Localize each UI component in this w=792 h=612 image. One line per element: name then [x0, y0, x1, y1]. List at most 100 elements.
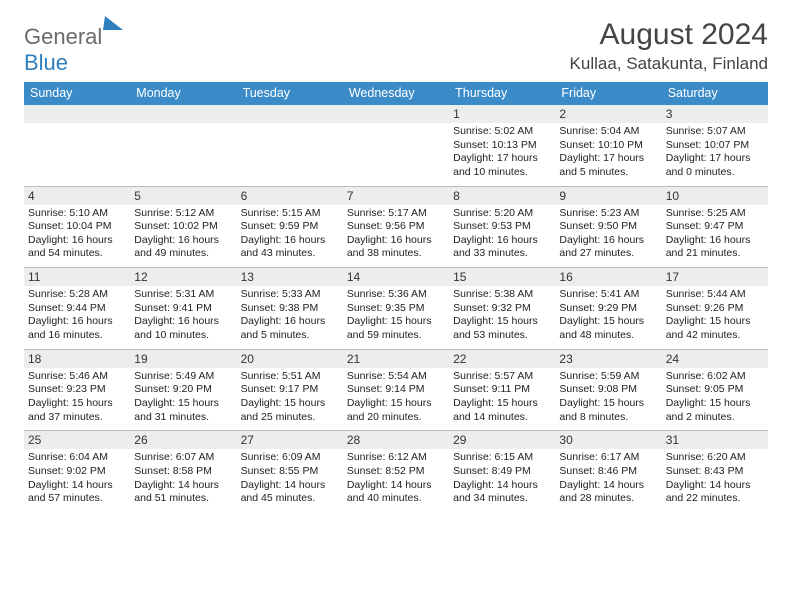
day-info: Sunrise: 5:28 AMSunset: 9:44 PMDaylight:…	[28, 288, 126, 343]
day-cell: 17 Sunrise: 5:44 AMSunset: 9:26 PMDayligh…	[662, 268, 768, 349]
daylight-text: Daylight: 15 hours and 48 minutes.	[559, 315, 657, 342]
daylight-text: Daylight: 15 hours and 2 minutes.	[666, 397, 764, 424]
day-number: 7	[343, 187, 449, 205]
day-info: Sunrise: 5:31 AMSunset: 9:41 PMDaylight:…	[134, 288, 232, 343]
sunrise-text: Sunrise: 5:51 AM	[241, 370, 339, 384]
day-info: Sunrise: 6:15 AMSunset: 8:49 PMDaylight:…	[453, 451, 551, 506]
day-info: Sunrise: 5:41 AMSunset: 9:29 PMDaylight:…	[559, 288, 657, 343]
weekday-sun: Sunday	[24, 82, 130, 105]
day-info: Sunrise: 5:23 AMSunset: 9:50 PMDaylight:…	[559, 207, 657, 262]
day-cell: 1Sunrise: 5:02 AMSunset: 10:13 PMDayligh…	[449, 105, 555, 186]
daylight-text: Daylight: 14 hours and 40 minutes.	[347, 479, 445, 506]
day-number: 26	[130, 431, 236, 449]
top-bar: General Blue August 2024 Kullaa, Satakun…	[24, 18, 768, 76]
day-cell: 4Sunrise: 5:10 AMSunset: 10:04 PMDayligh…	[24, 187, 130, 268]
sunset-text: Sunset: 9:20 PM	[134, 383, 232, 397]
day-number: 8	[449, 187, 555, 205]
sunset-text: Sunset: 9:47 PM	[666, 220, 764, 234]
sunrise-text: Sunrise: 5:31 AM	[134, 288, 232, 302]
day-number: 19	[130, 350, 236, 368]
sunrise-text: Sunrise: 6:20 AM	[666, 451, 764, 465]
sunset-text: Sunset: 10:02 PM	[134, 220, 232, 234]
weekday-mon: Monday	[130, 82, 236, 105]
day-info: Sunrise: 6:09 AMSunset: 8:55 PMDaylight:…	[241, 451, 339, 506]
sunset-text: Sunset: 9:35 PM	[347, 302, 445, 316]
day-info: Sunrise: 6:20 AMSunset: 8:43 PMDaylight:…	[666, 451, 764, 506]
daylight-text: Daylight: 15 hours and 31 minutes.	[134, 397, 232, 424]
sunset-text: Sunset: 10:13 PM	[453, 139, 551, 153]
daylight-text: Daylight: 14 hours and 28 minutes.	[559, 479, 657, 506]
sunset-text: Sunset: 9:17 PM	[241, 383, 339, 397]
day-info: Sunrise: 5:57 AMSunset: 9:11 PMDaylight:…	[453, 370, 551, 425]
sunrise-text: Sunrise: 6:12 AM	[347, 451, 445, 465]
day-number	[237, 105, 343, 123]
day-info: Sunrise: 6:17 AMSunset: 8:46 PMDaylight:…	[559, 451, 657, 506]
day-info: Sunrise: 5:15 AMSunset: 9:59 PMDaylight:…	[241, 207, 339, 262]
day-info: Sunrise: 5:02 AMSunset: 10:13 PMDaylight…	[453, 125, 551, 180]
sunrise-text: Sunrise: 5:10 AM	[28, 207, 126, 221]
day-cell: 14Sunrise: 5:36 AMSunset: 9:35 PMDayligh…	[343, 268, 449, 349]
daylight-text: Daylight: 15 hours and 59 minutes.	[347, 315, 445, 342]
title-block: August 2024 Kullaa, Satakunta, Finland	[570, 18, 768, 74]
sunset-text: Sunset: 9:08 PM	[559, 383, 657, 397]
day-number: 31	[662, 431, 768, 449]
day-cell: 20Sunrise: 5:51 AMSunset: 9:17 PMDayligh…	[237, 350, 343, 431]
day-number: 28	[343, 431, 449, 449]
day-number: 12	[130, 268, 236, 286]
sunset-text: Sunset: 9:41 PM	[134, 302, 232, 316]
daylight-text: Daylight: 16 hours and 43 minutes.	[241, 234, 339, 261]
day-number: 17	[662, 268, 768, 286]
month-title: August 2024	[570, 18, 768, 52]
weekday-wed: Wednesday	[343, 82, 449, 105]
day-cell	[343, 105, 449, 186]
day-cell: 5Sunrise: 5:12 AMSunset: 10:02 PMDayligh…	[130, 187, 236, 268]
day-cell: 27 Sunrise: 6:09 AMSunset: 8:55 PMDayligh…	[237, 431, 343, 512]
brand-part2: Blue	[24, 50, 68, 75]
day-number: 24	[662, 350, 768, 368]
day-number: 27	[237, 431, 343, 449]
day-info: Sunrise: 5:25 AMSunset: 9:47 PMDaylight:…	[666, 207, 764, 262]
sunrise-text: Sunrise: 5:33 AM	[241, 288, 339, 302]
day-cell: 15 Sunrise: 5:38 AMSunset: 9:32 PMDayligh…	[449, 268, 555, 349]
day-number: 15	[449, 268, 555, 286]
daylight-text: Daylight: 15 hours and 53 minutes.	[453, 315, 551, 342]
day-number: 23	[555, 350, 661, 368]
sunset-text: Sunset: 9:56 PM	[347, 220, 445, 234]
day-cell: 29Sunrise: 6:15 AMSunset: 8:49 PMDayligh…	[449, 431, 555, 512]
calendar-page: General Blue August 2024 Kullaa, Satakun…	[0, 0, 792, 522]
day-info: Sunrise: 5:38 AMSunset: 9:32 PMDaylight:…	[453, 288, 551, 343]
day-info: Sunrise: 6:12 AMSunset: 8:52 PMDaylight:…	[347, 451, 445, 506]
sunset-text: Sunset: 9:23 PM	[28, 383, 126, 397]
day-cell: 22Sunrise: 5:57 AMSunset: 9:11 PMDayligh…	[449, 350, 555, 431]
sunrise-text: Sunrise: 5:20 AM	[453, 207, 551, 221]
sunset-text: Sunset: 9:32 PM	[453, 302, 551, 316]
sunset-text: Sunset: 8:49 PM	[453, 465, 551, 479]
sunset-text: Sunset: 9:05 PM	[666, 383, 764, 397]
sunset-text: Sunset: 10:04 PM	[28, 220, 126, 234]
sunset-text: Sunset: 9:26 PM	[666, 302, 764, 316]
day-cell: 10Sunrise: 5:25 AMSunset: 9:47 PMDayligh…	[662, 187, 768, 268]
day-cell: 8Sunrise: 5:20 AMSunset: 9:53 PMDaylight…	[449, 187, 555, 268]
sunrise-text: Sunrise: 5:07 AM	[666, 125, 764, 139]
week-row: 18Sunrise: 5:46 AMSunset: 9:23 PMDayligh…	[24, 349, 768, 431]
sunrise-text: Sunrise: 5:38 AM	[453, 288, 551, 302]
calendar-body: 1Sunrise: 5:02 AMSunset: 10:13 PMDayligh…	[24, 105, 768, 512]
sunrise-text: Sunrise: 5:17 AM	[347, 207, 445, 221]
day-info: Sunrise: 5:54 AMSunset: 9:14 PMDaylight:…	[347, 370, 445, 425]
day-number: 11	[24, 268, 130, 286]
daylight-text: Daylight: 15 hours and 37 minutes.	[28, 397, 126, 424]
day-info: Sunrise: 5:36 AMSunset: 9:35 PMDaylight:…	[347, 288, 445, 343]
daylight-text: Daylight: 15 hours and 14 minutes.	[453, 397, 551, 424]
daylight-text: Daylight: 14 hours and 57 minutes.	[28, 479, 126, 506]
brand-triangle-icon	[103, 16, 125, 30]
day-number: 30	[555, 431, 661, 449]
sunset-text: Sunset: 9:59 PM	[241, 220, 339, 234]
day-info: Sunrise: 5:44 AMSunset: 9:26 PMDaylight:…	[666, 288, 764, 343]
sunrise-text: Sunrise: 6:07 AM	[134, 451, 232, 465]
day-cell: 6Sunrise: 5:15 AMSunset: 9:59 PMDaylight…	[237, 187, 343, 268]
day-info: Sunrise: 5:59 AMSunset: 9:08 PMDaylight:…	[559, 370, 657, 425]
brand-text: General Blue	[24, 24, 124, 76]
daylight-text: Daylight: 14 hours and 51 minutes.	[134, 479, 232, 506]
sunrise-text: Sunrise: 6:15 AM	[453, 451, 551, 465]
week-row: 11 Sunrise: 5:28 AMSunset: 9:44 PMDayligh…	[24, 267, 768, 349]
